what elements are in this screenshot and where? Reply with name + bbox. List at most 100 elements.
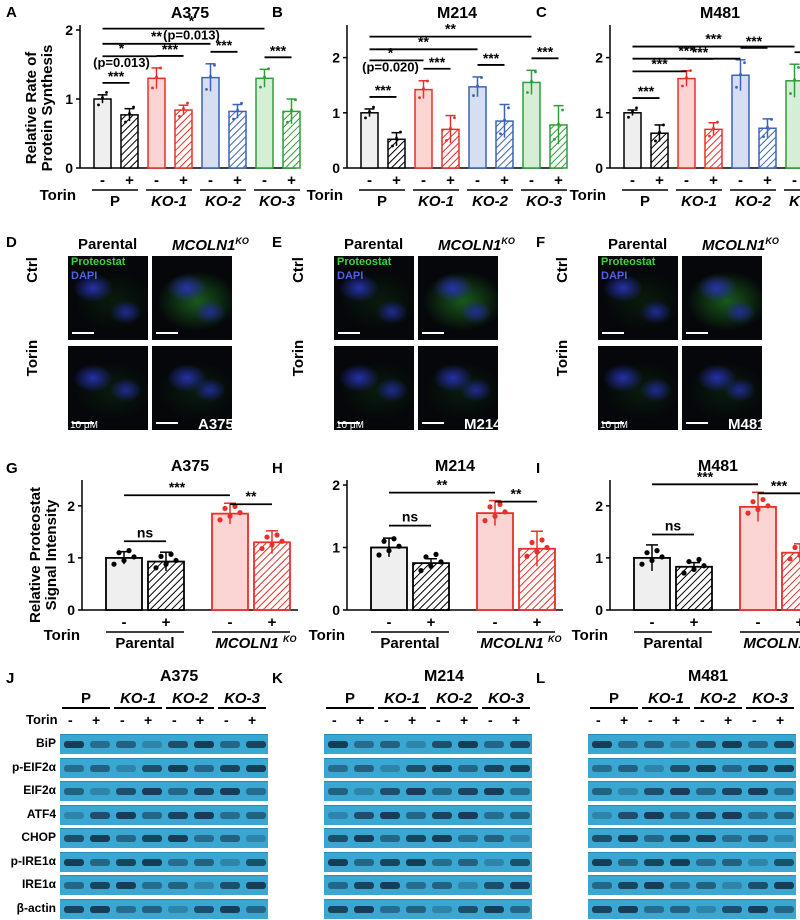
data-point (428, 563, 434, 569)
blot-band (458, 741, 478, 748)
data-point (290, 108, 293, 112)
data-point (631, 110, 634, 114)
blot-band (406, 882, 426, 889)
torin-label: Torin (44, 627, 80, 644)
micrograph-image (682, 256, 762, 340)
blot-band (142, 788, 162, 795)
blot-band (748, 811, 768, 819)
blot-band (380, 905, 400, 913)
legend-dapi: DAPI (337, 270, 364, 282)
ylabel-top-1: Relative Rate of (23, 51, 40, 165)
blot-band (748, 882, 768, 889)
y-tick-label: 1 (67, 550, 75, 566)
scale-bar (156, 332, 178, 334)
blot-torin-sign: + (460, 712, 469, 728)
data-point (178, 114, 181, 118)
blot-band (644, 835, 664, 842)
blot-band (406, 905, 426, 913)
scale-bar (72, 332, 94, 334)
blot-band (510, 882, 530, 889)
data-point (131, 554, 137, 560)
sig-stars: *** (651, 55, 668, 71)
data-point (708, 134, 711, 138)
data-point (739, 72, 742, 76)
scale-bar (338, 422, 360, 424)
blot-band (618, 905, 638, 913)
data-point (240, 101, 243, 105)
micrograph-image (334, 346, 414, 430)
data-point (395, 136, 398, 140)
micrograph-image (598, 256, 678, 340)
scale-bar (72, 422, 94, 424)
data-point (766, 125, 769, 129)
blot-band (670, 835, 690, 842)
sig-stars: *** (108, 68, 125, 84)
blot-torin-sign: + (512, 712, 521, 728)
blot-band (406, 835, 426, 842)
blot-band (354, 764, 374, 772)
data-point (797, 552, 800, 558)
blot-band (774, 764, 794, 772)
micrograph-image (418, 346, 498, 430)
data-point (116, 550, 122, 556)
data-point (502, 509, 508, 515)
blot-band (618, 835, 638, 842)
scale-label: 10 μM (336, 420, 364, 431)
panel-letter-k: K (272, 670, 283, 687)
blot-band (142, 764, 162, 772)
data-point (701, 563, 707, 569)
data-point (476, 84, 479, 88)
scale-label: 10 μM (600, 420, 628, 431)
blot-band (484, 858, 504, 866)
torin-sign: + (179, 172, 188, 189)
bar (468, 86, 487, 169)
blot-band (592, 905, 612, 913)
data-point (696, 556, 702, 563)
data-point (105, 90, 108, 94)
blot-band (644, 788, 664, 795)
data-point (654, 548, 660, 554)
blot-band (64, 811, 84, 819)
cell-line-label: A375 (198, 416, 234, 433)
data-point (209, 74, 212, 78)
blot-title: M481 (688, 668, 729, 685)
row-label-ctrl: Ctrl (24, 257, 41, 283)
torin-sign: - (100, 172, 105, 189)
data-point (227, 513, 233, 519)
torin-sign: - (684, 172, 689, 189)
blot-band (722, 882, 742, 889)
blot-band (64, 835, 84, 842)
blot-band (670, 858, 690, 866)
ko-sup: KO (501, 236, 515, 246)
scale-bar (602, 422, 624, 424)
data-point (364, 116, 367, 120)
blot-band (644, 905, 664, 913)
row-label-torin: Torin (24, 339, 41, 377)
blot-band (90, 764, 110, 772)
blot-strip (324, 757, 532, 778)
torin-sign: + (554, 172, 563, 189)
blot-band (644, 882, 664, 889)
ylabel-mid-2: Signal Intensity (43, 499, 60, 611)
blot-band (354, 835, 374, 842)
data-point (681, 84, 684, 88)
data-point (797, 66, 800, 69)
blot-band (328, 882, 348, 889)
blot-title: A375 (160, 668, 199, 685)
data-point (487, 504, 493, 510)
row-label-torin: Torin (554, 339, 571, 377)
blot-band (592, 858, 612, 866)
blot-band (90, 835, 110, 842)
blot-group-label: KO-2 (694, 690, 742, 709)
torin-sign: - (738, 172, 743, 189)
blot-band (64, 882, 84, 889)
chart-m481-synthesis: M481012-+***-+***-+***-+***PKO-1KO-2KO-3… (570, 5, 800, 210)
blot-torin-sign: + (724, 712, 733, 728)
blot-band (246, 811, 266, 819)
blot-band (618, 788, 638, 795)
torin-sign: - (475, 172, 480, 189)
blot-strip (588, 734, 796, 754)
torin-label: Torin (570, 187, 606, 204)
blot-torin-sign: + (408, 712, 417, 728)
